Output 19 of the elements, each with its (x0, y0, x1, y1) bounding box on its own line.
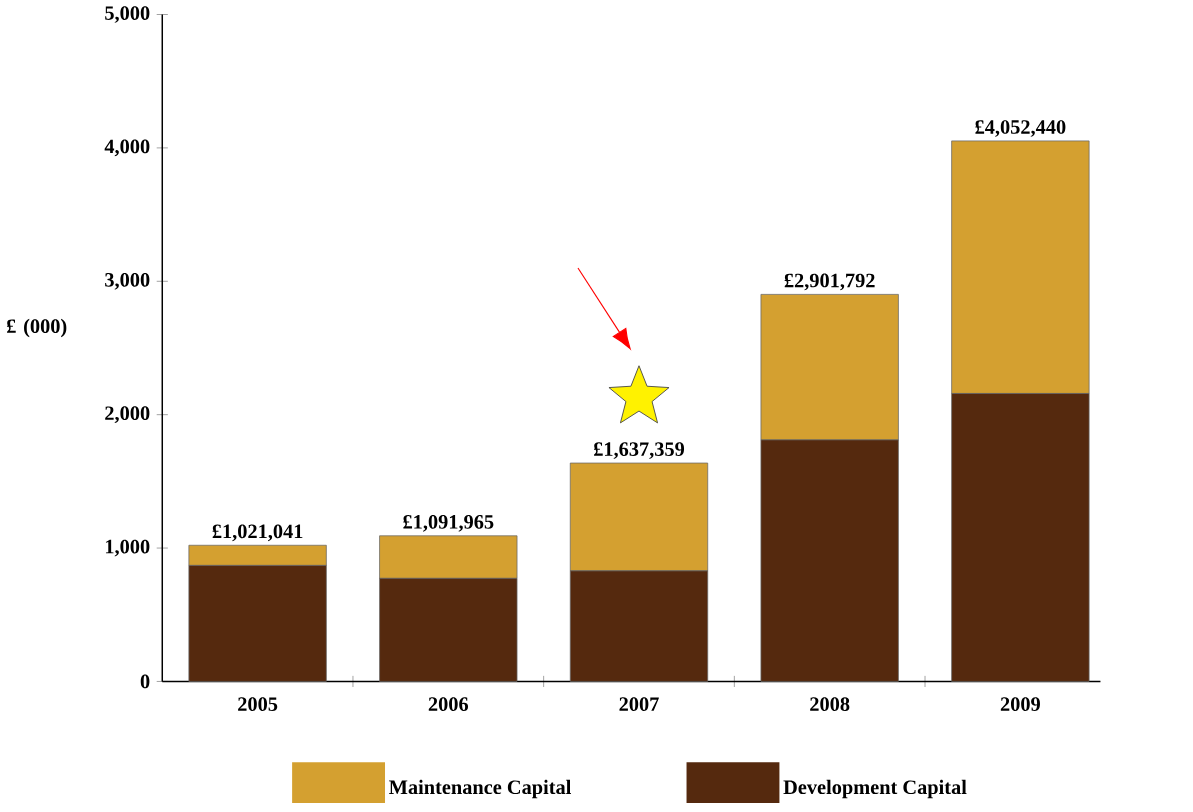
x-tick-label: 2005 (238, 697, 278, 711)
y-tick-label: 3,000 (105, 272, 150, 290)
x-tick-label: 2009 (1000, 697, 1040, 711)
total-label: £4,052,440 (975, 119, 1066, 137)
total-label: £2,901,792 (784, 273, 875, 291)
x-tick-label: 2007 (619, 697, 659, 711)
legend-label: Development Capital (783, 779, 967, 799)
y-axis-title: £ (000) (6, 318, 67, 337)
y-tick-label: 2,000 (105, 406, 150, 423)
y-tick-label: 4,000 (104, 139, 150, 157)
y-tick-label: 1,000 (105, 539, 150, 557)
total-label: £1,637,359 (594, 442, 685, 459)
total-label: £1,021,041 (212, 524, 303, 541)
y-tick-label: 5,000 (105, 5, 150, 23)
legend-label: Maintenance Capital (389, 779, 572, 799)
total-label: £1,091,965 (403, 514, 494, 532)
x-tick-label: 2008 (810, 697, 850, 711)
y-tick-label: 0 (140, 674, 150, 689)
x-tick-label: 2006 (428, 697, 469, 711)
